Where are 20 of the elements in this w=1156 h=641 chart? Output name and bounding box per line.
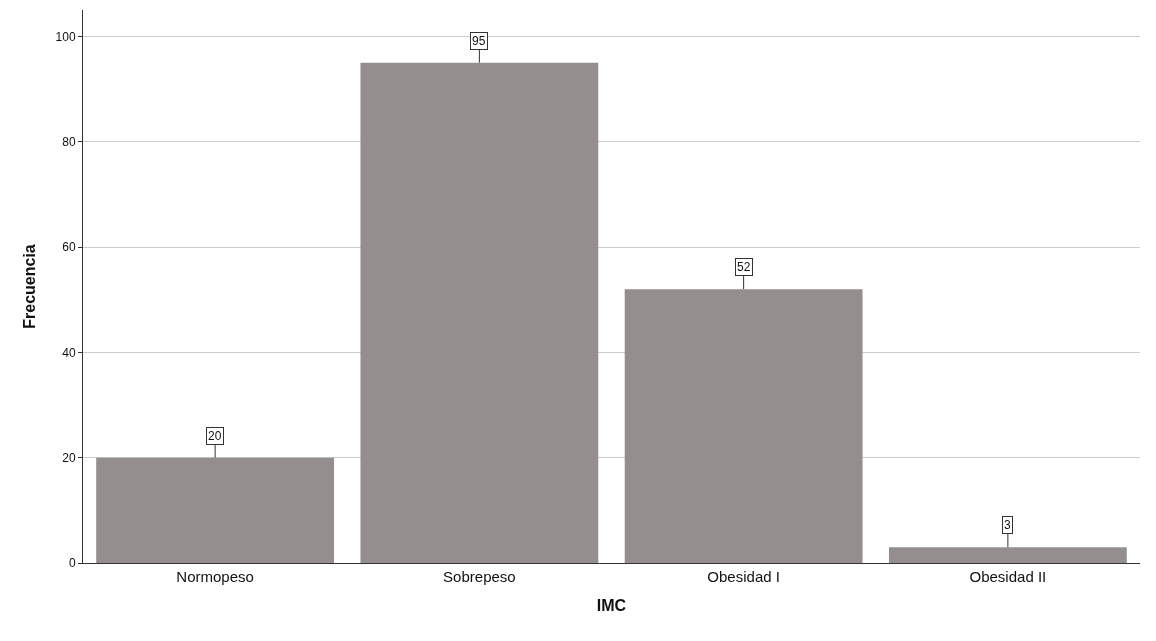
- x-axis-title: IMC: [596, 596, 627, 614]
- data-label: 20: [208, 429, 222, 443]
- x-tick-label: Obesidad I: [707, 568, 780, 585]
- y-axis-title: Frecuencia: [21, 244, 39, 329]
- bar: [96, 457, 335, 563]
- x-tick-label: Obesidad II: [969, 568, 1047, 585]
- bar: [624, 289, 863, 563]
- y-tick-label: 80: [62, 134, 76, 149]
- data-label: 52: [737, 260, 751, 274]
- y-tick-label: 60: [62, 240, 76, 255]
- x-tick-label: Normopeso: [176, 568, 254, 585]
- y-tick-label: 40: [62, 345, 76, 360]
- y-tick-label: 0: [68, 556, 76, 571]
- data-label: 3: [1004, 518, 1011, 532]
- y-tick-label: 100: [55, 29, 76, 44]
- data-label: 95: [472, 34, 486, 48]
- x-tick-label: Sobrepeso: [443, 568, 516, 585]
- y-tick-label: 20: [62, 450, 76, 465]
- bar: [888, 547, 1127, 563]
- bar: [360, 62, 599, 563]
